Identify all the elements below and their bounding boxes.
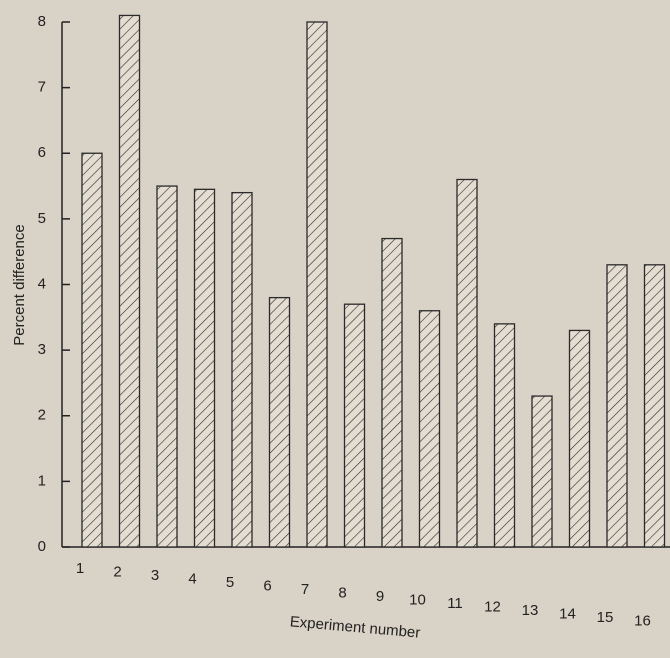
bar: [420, 311, 440, 547]
bar: [457, 180, 477, 548]
bar: [645, 265, 665, 547]
x-axis-label: Experiment number: [289, 613, 421, 641]
y-tick-label: 0: [38, 538, 46, 555]
x-tick-label: 6: [263, 577, 271, 594]
x-tick-label: 13: [522, 602, 539, 619]
y-axis-label: Percent difference: [11, 224, 28, 345]
x-tick-label: 9: [376, 588, 384, 605]
bar: [157, 186, 177, 547]
y-tick-label: 8: [38, 13, 46, 30]
y-tick-label: 5: [38, 210, 46, 227]
bar: [532, 396, 552, 547]
x-tick-label: 3: [151, 567, 159, 584]
bar: [120, 15, 140, 547]
y-tick-label: 6: [38, 144, 46, 161]
x-tick-label: 2: [113, 563, 121, 580]
x-tick-label: 11: [447, 595, 463, 612]
y-tick-label: 1: [38, 472, 46, 489]
y-tick-label: 4: [38, 275, 46, 292]
x-tick-label: 5: [226, 574, 234, 591]
bar: [345, 304, 365, 547]
y-tick-label: 7: [38, 79, 46, 96]
bar: [607, 265, 627, 547]
x-tick-label: 1: [76, 560, 84, 577]
bar: [82, 153, 102, 547]
bar: [307, 22, 327, 547]
bar: [495, 324, 515, 547]
y-tick-label: 3: [38, 341, 46, 358]
x-tick-label: 7: [301, 581, 309, 598]
x-tick-label: 4: [188, 570, 196, 587]
x-tick-label: 8: [338, 584, 346, 601]
bar: [570, 330, 590, 547]
y-tick-label: 2: [38, 407, 46, 424]
x-tick-label: 16: [634, 612, 651, 629]
chart: Percent difference Experiment number 012…: [0, 0, 670, 658]
x-tick-label: 10: [409, 591, 426, 608]
bar: [232, 193, 252, 547]
x-tick-label: 14: [559, 605, 576, 622]
bar: [195, 189, 215, 547]
x-tick-label: 12: [484, 598, 501, 615]
bar: [270, 298, 290, 547]
x-tick-label: 15: [597, 609, 614, 626]
bar: [382, 239, 402, 547]
